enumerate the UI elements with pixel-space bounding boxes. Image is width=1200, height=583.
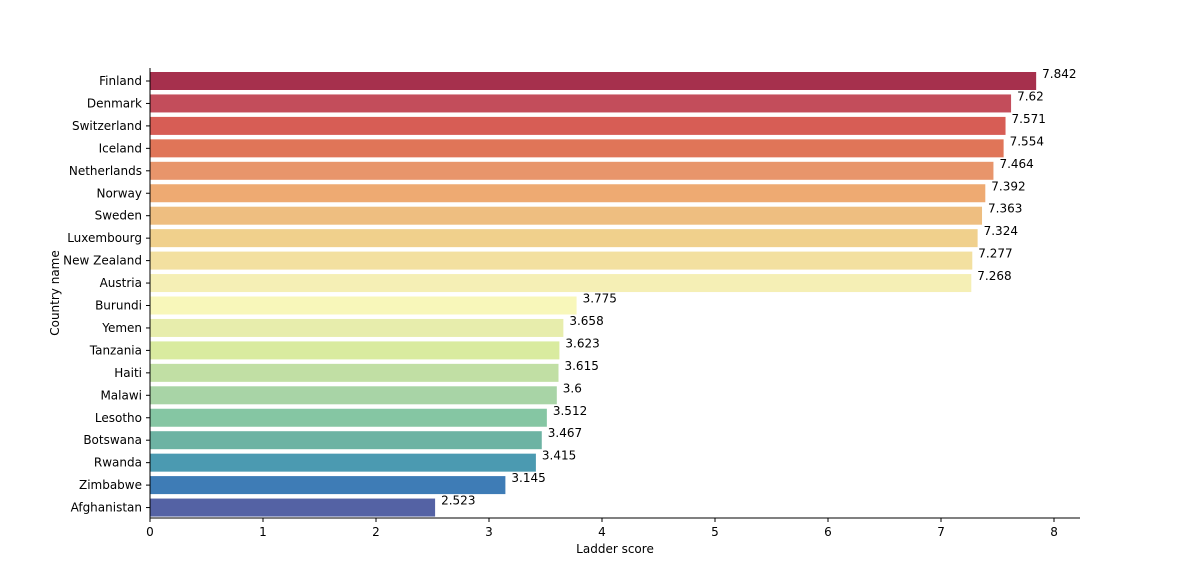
bar-haiti xyxy=(150,363,559,382)
bar-value-label-sweden: 7.363 xyxy=(988,202,1022,216)
y-axis-title: Country name xyxy=(48,250,62,336)
y-tick-label-denmark: Denmark xyxy=(87,96,142,110)
bar-finland xyxy=(150,72,1037,90)
bar-value-label-luxembourg: 7.324 xyxy=(984,224,1018,238)
x-axis-ticks: 0 1 2 3 4 5 6 7 8 xyxy=(146,518,1058,539)
bar-yemen xyxy=(150,318,564,337)
y-tick-label-malawi: Malawi xyxy=(100,388,142,402)
bar-value-label-netherlands: 7.464 xyxy=(999,157,1033,171)
bar-value-label-denmark: 7.62 xyxy=(1017,89,1044,103)
bar-austria xyxy=(150,274,972,293)
bar-value-label-finland: 7.842 xyxy=(1042,67,1076,81)
y-tick-label-sweden: Sweden xyxy=(95,209,142,223)
y-tick-label-luxembourg: Luxembourg xyxy=(67,231,142,245)
bar-iceland xyxy=(150,139,1004,158)
bar-norway xyxy=(150,184,986,203)
y-tick-label-norway: Norway xyxy=(96,186,142,200)
y-tick-label-zimbabwe: Zimbabwe xyxy=(79,478,142,492)
y-tick-label-finland: Finland xyxy=(99,74,142,88)
bar-value-label-norway: 7.392 xyxy=(991,179,1025,193)
x-tick-label-3: 3 xyxy=(485,525,493,539)
y-tick-label-lesotho: Lesotho xyxy=(95,411,142,425)
y-tick-label-rwanda: Rwanda xyxy=(94,456,142,470)
y-tick-label-new-zealand: New Zealand xyxy=(63,254,142,268)
bar-value-label-zimbabwe: 3.145 xyxy=(511,471,545,485)
bar-value-label-yemen: 3.658 xyxy=(569,314,603,328)
bar-value-labels: 7.842 7.62 7.571 7.554 7.464 7.392 7.363 7.324 7… xyxy=(441,67,1076,508)
y-tick-label-botswana: Botswana xyxy=(83,433,142,447)
y-tick-label-austria: Austria xyxy=(100,276,142,290)
bar-denmark xyxy=(150,94,1012,113)
x-tick-label-2: 2 xyxy=(372,525,380,539)
bar-value-label-austria: 7.268 xyxy=(977,269,1011,283)
bar-value-label-haiti: 3.615 xyxy=(564,359,598,373)
bar-value-label-lesotho: 3.512 xyxy=(553,404,587,418)
bar-zimbabwe xyxy=(150,476,506,495)
x-tick-label-1: 1 xyxy=(259,525,267,539)
y-tick-label-tanzania: Tanzania xyxy=(89,343,142,357)
x-tick-label-8: 8 xyxy=(1050,525,1058,539)
x-axis-title: Ladder score xyxy=(576,542,654,556)
bar-value-label-burundi: 3.775 xyxy=(583,292,617,306)
bar-rwanda xyxy=(150,453,536,472)
bar-burundi xyxy=(150,296,577,315)
bars-group xyxy=(150,72,1037,517)
y-tick-label-burundi: Burundi xyxy=(95,299,142,313)
x-tick-label-5: 5 xyxy=(711,525,719,539)
bar-value-label-malawi: 3.6 xyxy=(563,381,582,395)
bar-sweden xyxy=(150,206,983,225)
bar-value-label-new-zealand: 7.277 xyxy=(978,247,1012,261)
bar-value-label-tanzania: 3.623 xyxy=(565,336,599,350)
bar-malawi xyxy=(150,386,557,405)
bar-luxembourg xyxy=(150,229,978,248)
y-axis-ticks: Finland Denmark Switzerland Iceland Netherla… xyxy=(63,74,150,515)
bar-afghanistan xyxy=(150,498,436,517)
bar-value-label-botswana: 3.467 xyxy=(548,426,582,440)
y-tick-label-yemen: Yemen xyxy=(101,321,142,335)
bar-botswana xyxy=(150,431,542,450)
y-tick-label-afghanistan: Afghanistan xyxy=(71,501,142,515)
x-tick-label-0: 0 xyxy=(146,525,154,539)
x-tick-label-6: 6 xyxy=(824,525,832,539)
y-tick-label-haiti: Haiti xyxy=(114,366,142,380)
bar-lesotho xyxy=(150,408,547,427)
bar-tanzania xyxy=(150,341,560,360)
y-tick-label-netherlands: Netherlands xyxy=(69,164,142,178)
bar-switzerland xyxy=(150,116,1006,135)
bar-value-label-rwanda: 3.415 xyxy=(542,449,576,463)
bar-value-label-iceland: 7.554 xyxy=(1010,134,1044,148)
bar-new-zealand xyxy=(150,251,973,270)
y-tick-label-iceland: Iceland xyxy=(99,141,142,155)
bar-netherlands xyxy=(150,161,994,180)
bar-value-label-afghanistan: 2.523 xyxy=(441,494,475,508)
bar-value-label-switzerland: 7.571 xyxy=(1012,112,1046,126)
x-tick-label-4: 4 xyxy=(598,525,606,539)
x-tick-label-7: 7 xyxy=(937,525,945,539)
y-tick-label-switzerland: Switzerland xyxy=(72,119,142,133)
